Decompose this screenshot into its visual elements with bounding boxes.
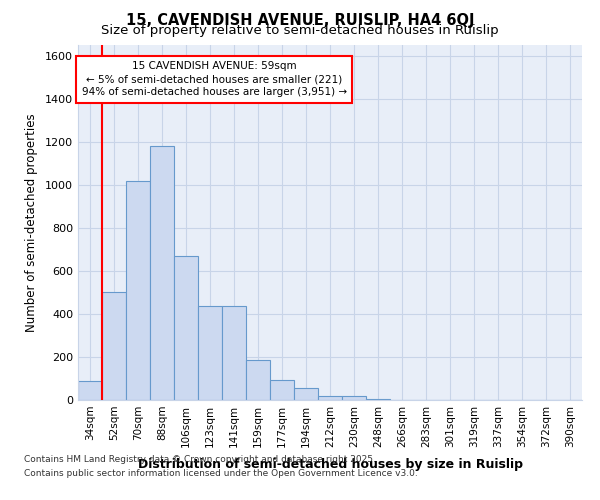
Bar xyxy=(78,380,102,400)
Bar xyxy=(366,399,390,400)
X-axis label: Distribution of semi-detached houses by size in Ruislip: Distribution of semi-detached houses by … xyxy=(137,458,523,471)
Bar xyxy=(126,180,150,400)
Bar xyxy=(294,388,318,400)
Bar xyxy=(174,256,198,400)
Text: Size of property relative to semi-detached houses in Ruislip: Size of property relative to semi-detach… xyxy=(101,24,499,37)
Bar xyxy=(246,360,270,400)
Bar xyxy=(318,396,342,400)
Text: Contains HM Land Registry data © Crown copyright and database right 2025.: Contains HM Land Registry data © Crown c… xyxy=(24,456,376,464)
Bar xyxy=(198,306,222,400)
Text: 15 CAVENDISH AVENUE: 59sqm
← 5% of semi-detached houses are smaller (221)
94% of: 15 CAVENDISH AVENUE: 59sqm ← 5% of semi-… xyxy=(82,61,347,98)
Bar xyxy=(102,292,126,400)
Bar xyxy=(270,380,294,400)
Bar xyxy=(342,396,366,400)
Bar xyxy=(150,146,174,400)
Text: 15, CAVENDISH AVENUE, RUISLIP, HA4 6QJ: 15, CAVENDISH AVENUE, RUISLIP, HA4 6QJ xyxy=(126,12,474,28)
Bar xyxy=(222,306,246,400)
Text: Contains public sector information licensed under the Open Government Licence v3: Contains public sector information licen… xyxy=(24,469,418,478)
Y-axis label: Number of semi-detached properties: Number of semi-detached properties xyxy=(25,113,38,332)
